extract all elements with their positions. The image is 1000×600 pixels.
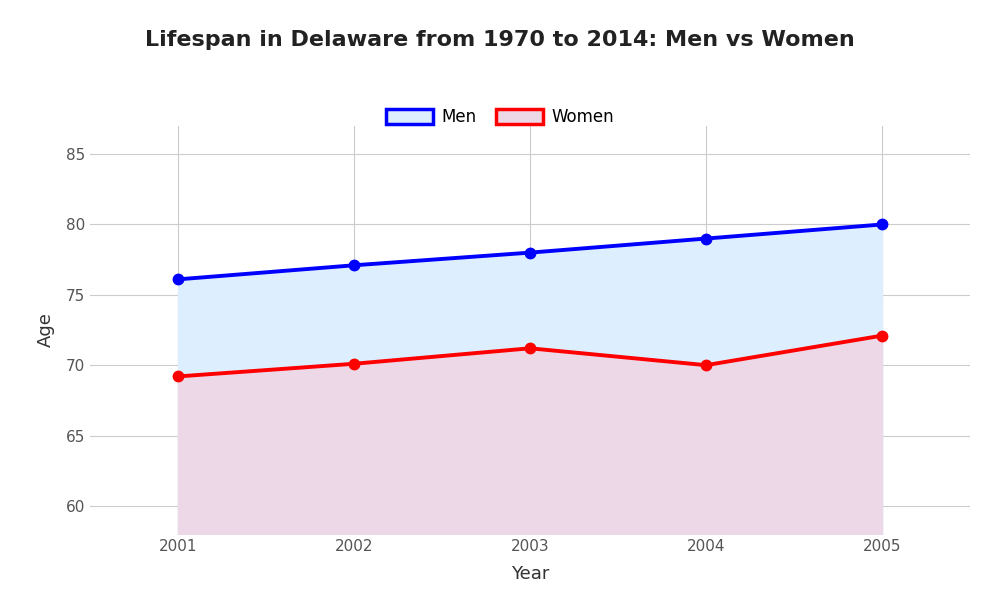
Y-axis label: Age: Age [37, 313, 55, 347]
X-axis label: Year: Year [511, 565, 549, 583]
Legend: Men, Women: Men, Women [379, 101, 621, 133]
Text: Lifespan in Delaware from 1970 to 2014: Men vs Women: Lifespan in Delaware from 1970 to 2014: … [145, 30, 855, 50]
